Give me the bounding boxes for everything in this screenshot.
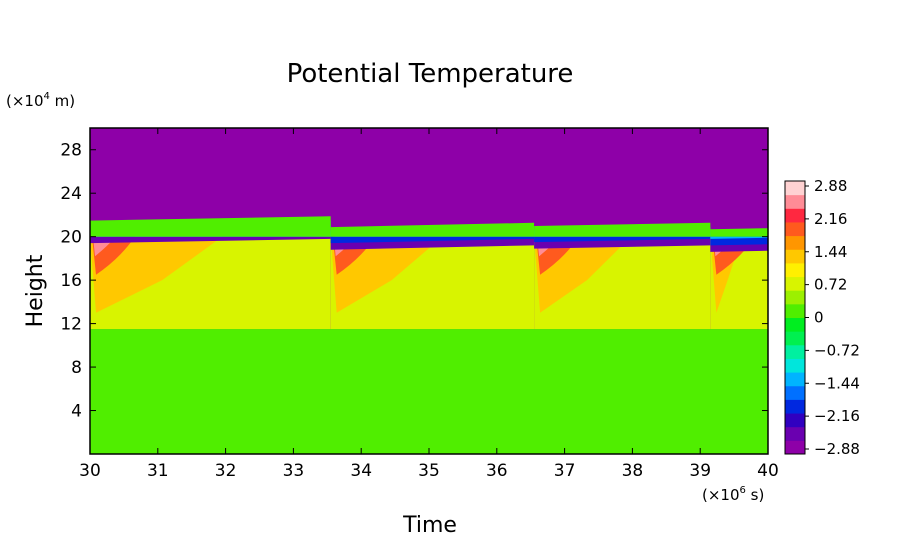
colorbar-segment — [785, 413, 805, 428]
x-axis: 30 31 32 33 34 35 36 37 38 39 40 — [79, 128, 779, 481]
y-tick-label: 12 — [60, 315, 82, 335]
colorbar-segment — [785, 358, 805, 373]
x-tick-label: 37 — [554, 461, 576, 481]
colorbar-tick-label: −2.16 — [814, 407, 860, 425]
y-tick-label: 24 — [60, 184, 82, 204]
colorbar-segment — [785, 372, 805, 387]
tropopause-layer — [330, 236, 535, 244]
colorbar-tick-label: 0.72 — [814, 276, 847, 294]
colorbar-segment — [785, 344, 805, 359]
tropopause-layer — [534, 222, 711, 237]
y-tick-label: 8 — [71, 358, 82, 378]
tropopause-layer — [710, 236, 768, 246]
y-tick-label: 28 — [60, 141, 82, 161]
colorbar-tick-label: 2.16 — [814, 210, 847, 228]
colorbar-segment — [785, 249, 805, 264]
y-tick-label: 16 — [60, 271, 82, 291]
tropopause-layer — [710, 236, 768, 239]
colorbar-segment — [785, 181, 805, 196]
y-axis-label: Height — [23, 254, 48, 327]
x-tick-label: 40 — [757, 461, 779, 481]
warm-wedge — [90, 236, 223, 313]
colorbar-segment — [785, 317, 805, 332]
tropopause-layer — [90, 236, 331, 244]
x-tick-label: 35 — [418, 461, 440, 481]
x-unit-label: (×106 s) — [702, 485, 764, 504]
colorbar-segment — [785, 385, 805, 400]
colorbar-segment — [785, 262, 805, 278]
colorbar-segment — [785, 221, 805, 237]
colorbar-tick-label: −1.44 — [814, 374, 860, 392]
chart-title: Potential Temperature — [287, 59, 574, 89]
x-tick-label: 34 — [350, 461, 372, 481]
y-unit-label: (×104 m) — [6, 91, 75, 110]
colorbar-segment — [785, 276, 805, 291]
x-tick-label: 33 — [283, 461, 305, 481]
colorbar-tick-label: 1.44 — [814, 243, 847, 261]
x-tick-label: 39 — [689, 461, 711, 481]
x-tick-label: 38 — [622, 461, 644, 481]
y-tick-label: 20 — [60, 228, 82, 248]
colorbar-segment — [785, 331, 805, 346]
tropopause-layer — [330, 222, 535, 237]
colorbar-segment — [785, 426, 805, 441]
x-tick-label: 30 — [79, 461, 101, 481]
colorbar-segment — [785, 208, 805, 223]
x-axis-label: Time — [402, 513, 457, 538]
colorbar-tick-label: 0 — [814, 309, 824, 327]
colorbar-tick-label: 2.88 — [814, 177, 847, 195]
plot-area — [90, 128, 768, 454]
tropopause-layer — [90, 216, 331, 237]
x-tick-label: 31 — [147, 461, 169, 481]
colorbar-segment — [785, 290, 805, 305]
colorbar-segment — [785, 303, 805, 318]
colorbar: 2.88 2.16 1.44 0.72 0 −0.72 −1.44 −2.16 −2.88 — [784, 177, 860, 458]
colorbar-segment — [785, 440, 805, 455]
colorbar-segment — [785, 235, 805, 250]
x-tick-label: 32 — [215, 461, 237, 481]
colorbar-segment — [785, 194, 805, 209]
y-tick-label: 4 — [71, 402, 82, 422]
tropopause-layer — [534, 236, 711, 243]
colorbar-segment — [785, 399, 805, 414]
x-tick-label: 36 — [486, 461, 508, 481]
colorbar-tick-label: −2.88 — [814, 440, 860, 458]
colorbar-tick-label: −0.72 — [814, 341, 860, 359]
tropopause-layer — [710, 228, 768, 237]
lower-troposphere-region — [90, 329, 768, 454]
y-axis: 4 8 12 16 20 24 28 — [60, 141, 768, 422]
